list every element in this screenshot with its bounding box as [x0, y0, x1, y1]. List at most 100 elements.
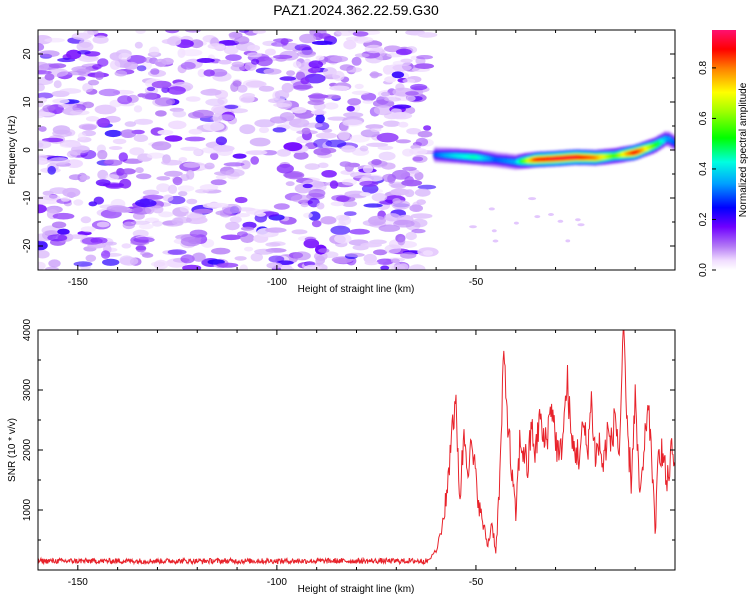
- noise-blob: [402, 78, 416, 84]
- noise-blob: [189, 229, 208, 238]
- noise-blob: [234, 36, 250, 45]
- top-y-axis-label: Frequency (Hz): [7, 116, 18, 185]
- noise-blob: [47, 234, 68, 242]
- noise-blob: [122, 158, 143, 164]
- noise-blob: [156, 183, 171, 193]
- noise-blob: [180, 236, 201, 247]
- noise-blob: [69, 110, 90, 116]
- noise-blob: [188, 128, 203, 135]
- noise-blob: [178, 190, 188, 197]
- bottom-y-axis: 1000 2000 3000 4000: [22, 318, 675, 571]
- noise-blob: [144, 57, 153, 63]
- noise-blob: [51, 221, 67, 229]
- noise-blob: [249, 137, 271, 147]
- noise-blob: [256, 56, 273, 67]
- noise-blob: [236, 84, 248, 93]
- noise-blob: [141, 92, 158, 100]
- noise-blob: [341, 200, 358, 207]
- noise-blob: [225, 169, 245, 177]
- noise-blob: [285, 181, 295, 187]
- noise-blob: [276, 149, 291, 157]
- noise-blob: [384, 97, 402, 102]
- noise-blob: [199, 184, 219, 191]
- noise-blob: [82, 30, 94, 38]
- noise-blob: [38, 83, 45, 92]
- noise-blob: [46, 206, 60, 214]
- noise-blob: [151, 141, 172, 151]
- noise-blob: [62, 187, 81, 198]
- noise-blob: [351, 56, 362, 66]
- noise-blob: [197, 68, 207, 78]
- noise-blob: [290, 194, 311, 203]
- noise-blob: [180, 146, 200, 151]
- noise-blob: [391, 169, 411, 180]
- noise-blob: [387, 174, 396, 184]
- noise-blob: [332, 70, 345, 81]
- noise-blob: [38, 110, 46, 119]
- y-tick-label: 4000: [22, 318, 33, 341]
- top-x-axis-label: Height of straight line (km): [298, 284, 415, 295]
- noise-blob: [49, 63, 67, 69]
- noise-blob: [307, 94, 329, 99]
- noise-blob: [87, 79, 100, 86]
- noise-blob: [548, 213, 554, 216]
- noise-blob: [378, 224, 401, 232]
- colorbar-axis: 0.0 0.2 0.4 0.6 0.8: [698, 61, 716, 277]
- noise-blob: [251, 58, 260, 65]
- noise-blob: [234, 256, 247, 261]
- noise-blob: [258, 126, 270, 134]
- noise-blob: [38, 100, 44, 108]
- noise-blob: [181, 49, 203, 57]
- noise-blob: [93, 196, 105, 205]
- noise-blob: [351, 90, 370, 96]
- noise-blob: [371, 159, 382, 166]
- noise-blob: [376, 132, 399, 143]
- noise-blob: [185, 96, 201, 102]
- noise-blob: [106, 205, 128, 213]
- noise-blob: [142, 189, 160, 196]
- noise-blob: [133, 134, 149, 142]
- noise-blob: [52, 212, 75, 220]
- noise-blob: [68, 174, 83, 181]
- noise-blob: [134, 41, 143, 49]
- noise-blob: [250, 156, 259, 165]
- noise-blob: [103, 159, 123, 166]
- noise-blob: [338, 215, 352, 226]
- noise-blob: [239, 124, 256, 135]
- noise-blob: [212, 145, 235, 152]
- noise-blob: [192, 109, 214, 119]
- noise-blob: [230, 64, 246, 72]
- noise-blob: [146, 86, 156, 92]
- noise-blob: [104, 241, 117, 246]
- noise-blob: [81, 237, 103, 245]
- noise-blob: [161, 159, 183, 166]
- noise-blob: [38, 92, 54, 99]
- noise-blob: [341, 178, 357, 186]
- x-tick-label: -100: [267, 277, 287, 288]
- noise-blob: [330, 201, 345, 207]
- noise-blob: [203, 69, 215, 77]
- noise-blob: [402, 166, 417, 171]
- noise-blob: [565, 239, 571, 243]
- noise-blob: [313, 147, 332, 156]
- noise-blob: [215, 136, 227, 146]
- noise-blob: [136, 65, 147, 72]
- noise-blob: [321, 170, 337, 178]
- noise-blob: [105, 174, 120, 181]
- noise-blob: [344, 162, 354, 172]
- y-tick-label: 0: [22, 147, 33, 153]
- noise-blob: [250, 252, 263, 262]
- noise-blob: [307, 99, 325, 106]
- noise-blob: [65, 142, 82, 148]
- noise-blob: [97, 169, 109, 180]
- noise-blob: [52, 98, 70, 104]
- noise-blob: [52, 129, 72, 138]
- noise-blob: [38, 126, 47, 132]
- noise-blob: [59, 88, 82, 94]
- colorbar-tick-label: 0.6: [698, 111, 709, 125]
- noise-blob: [390, 258, 400, 264]
- noise-blob: [180, 174, 190, 181]
- noise-blob: [302, 183, 313, 189]
- noise-blob: [80, 226, 96, 233]
